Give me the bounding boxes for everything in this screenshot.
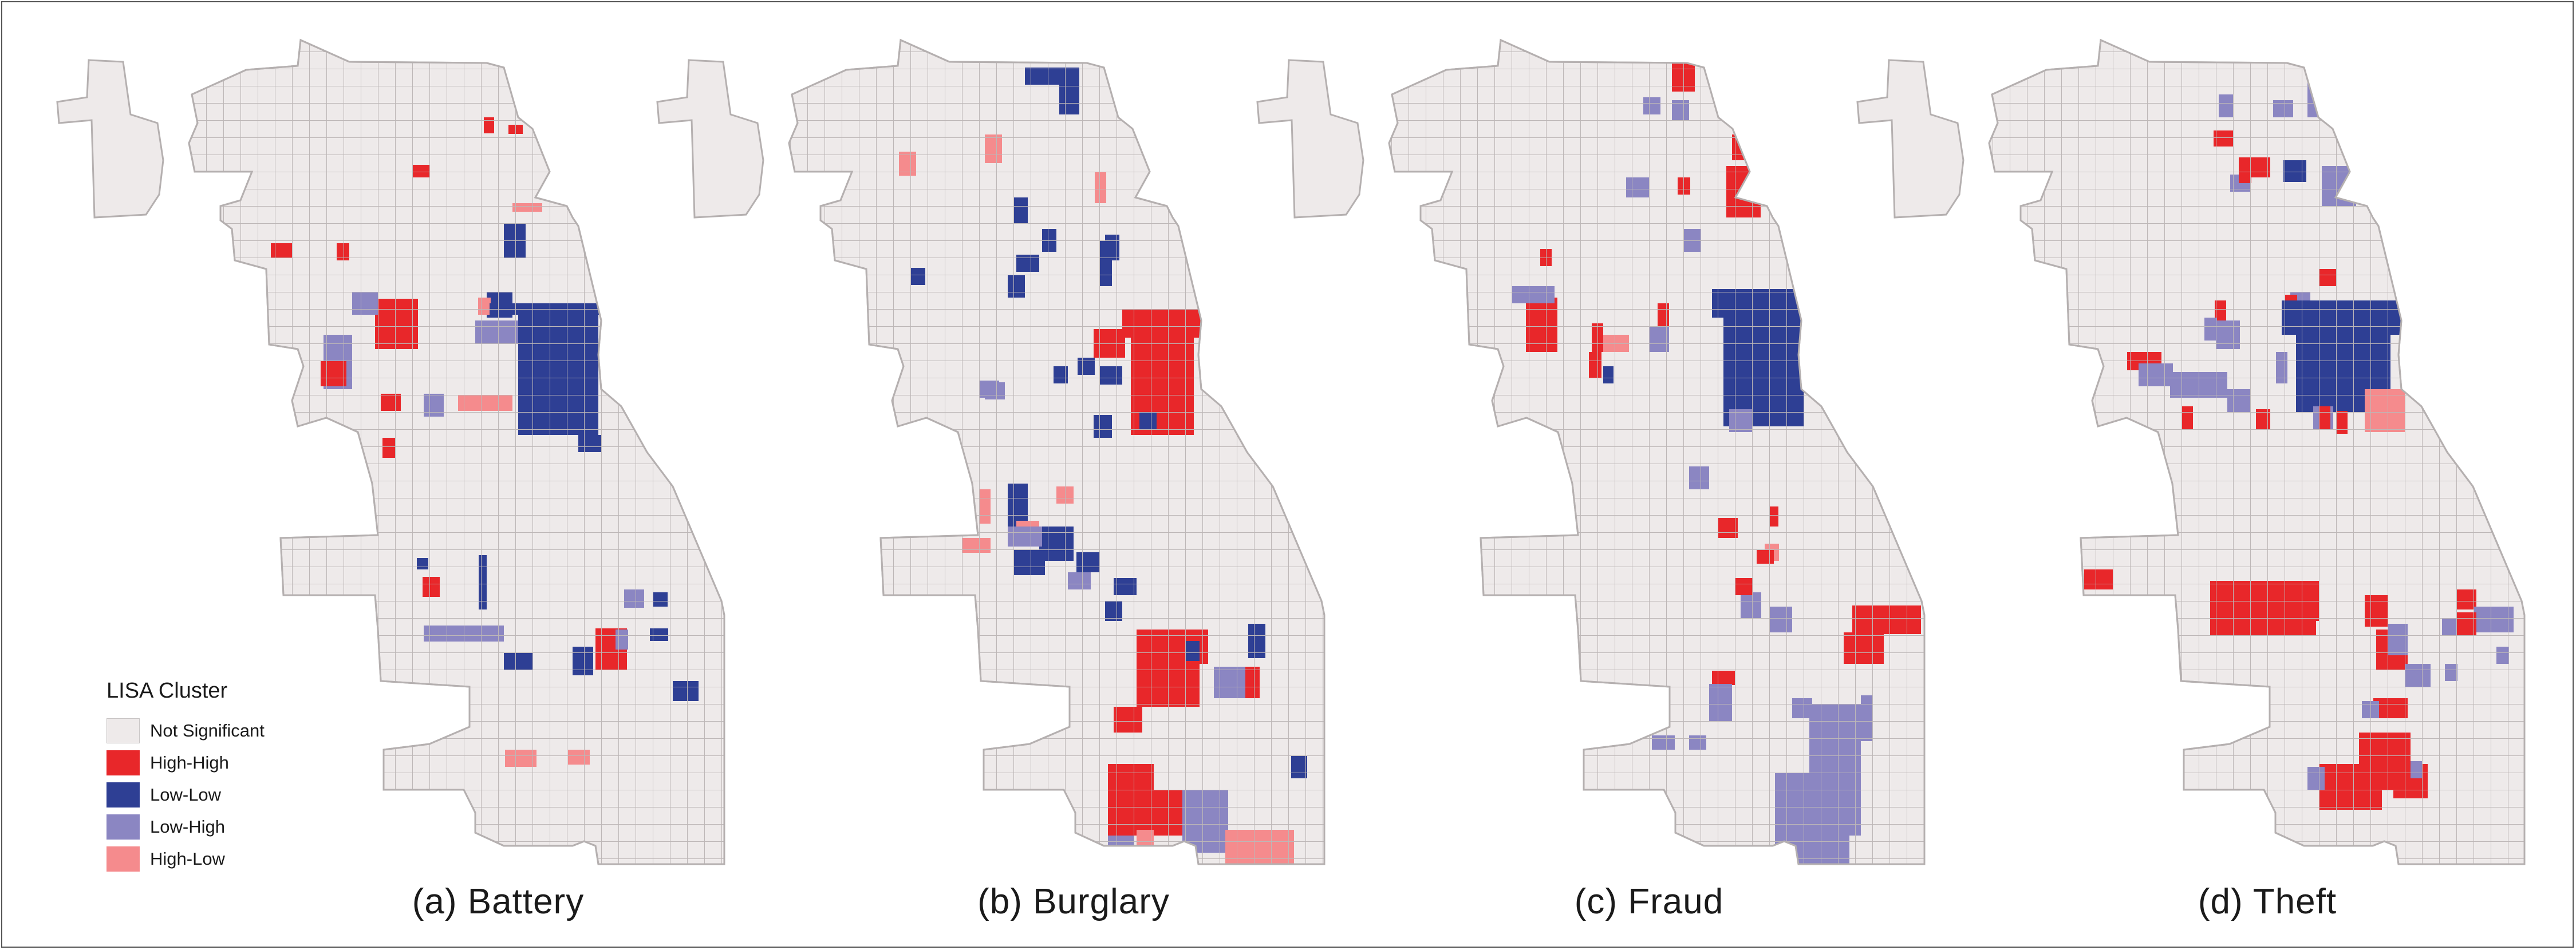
city-outline — [1988, 38, 2526, 865]
legend-label: High-Low — [150, 849, 225, 869]
legend-item-high-low: High-Low — [106, 843, 265, 875]
legend-label: Low-Low — [150, 785, 222, 805]
caption-theft: (d) Theft — [2198, 882, 2337, 921]
map-panel-fraud — [1256, 38, 1926, 865]
caption-burglary: (b) Burglary — [977, 882, 1170, 921]
map-region-island — [656, 59, 764, 219]
legend: LISA Cluster Not Significant High-High L… — [106, 679, 265, 875]
legend-item-low-high: Low-High — [106, 811, 265, 843]
tract-boundaries — [789, 40, 1324, 864]
cluster-tract — [1712, 59, 1726, 90]
legend-swatch-not-significant — [106, 718, 140, 743]
map-region-island — [1256, 59, 1364, 219]
city-outline — [788, 38, 1326, 865]
legend-label: Low-High — [150, 817, 225, 837]
map-region-island — [56, 59, 164, 219]
legend-label: High-High — [150, 753, 229, 773]
legend-item-not-significant: Not Significant — [106, 715, 265, 747]
caption-battery: (a) Battery — [412, 882, 585, 921]
legend-swatch-high-high — [106, 750, 140, 775]
legend-item-low-low: Low-Low — [106, 779, 265, 811]
city-outline — [188, 38, 725, 865]
legend-swatch-low-low — [106, 782, 140, 808]
caption-fraud: (c) Fraud — [1574, 882, 1724, 921]
legend-item-high-high: High-High — [106, 747, 265, 779]
tract-boundaries — [1389, 40, 1924, 864]
map-region-island — [1856, 59, 1964, 219]
map-panel-burglary — [656, 38, 1326, 865]
legend-label: Not Significant — [150, 721, 265, 741]
map-panel-theft — [1856, 38, 2526, 865]
legend-swatch-high-low — [106, 846, 140, 872]
tract-boundaries — [1989, 40, 2524, 864]
legend-swatch-low-high — [106, 814, 140, 840]
city-outline — [1388, 38, 1926, 865]
legend-title: LISA Cluster — [106, 679, 228, 703]
